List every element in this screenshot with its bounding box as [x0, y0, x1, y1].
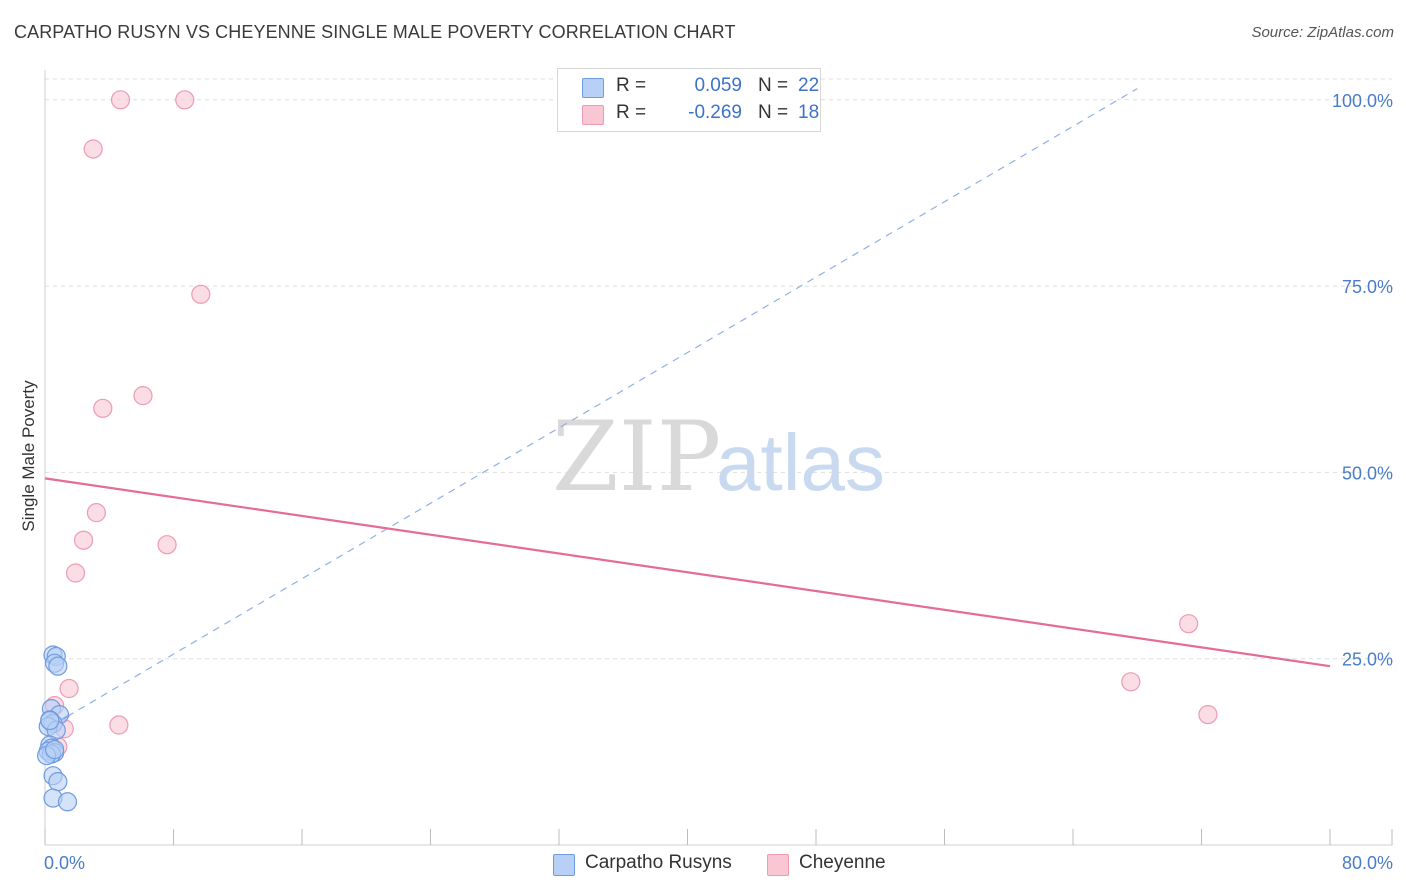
trend-line-carpatho-rusyns-dashed	[44, 88, 1138, 731]
point-cheyenne	[133, 386, 153, 406]
point-cheyenne	[175, 90, 195, 110]
x-tick-label: 80.0%	[1342, 853, 1393, 873]
point-cheyenne	[110, 90, 131, 110]
point-cheyenne	[109, 715, 129, 735]
legend-swatch-pink	[582, 105, 604, 125]
point-carpatho-rusyns	[48, 656, 68, 676]
legend-r-label: R =	[616, 75, 647, 96]
point-cheyenne	[157, 535, 177, 555]
y-tick-label: 25.0%	[1342, 650, 1393, 670]
bottom-legend-label: Carpatho Rusyns	[585, 852, 732, 873]
watermark-zip: ZIP	[552, 401, 721, 513]
legend-swatch-blue	[582, 78, 604, 98]
trend-line-cheyenne	[44, 477, 1331, 668]
point-cheyenne	[93, 398, 113, 418]
y-tick-label: 100.0%	[1332, 91, 1393, 111]
watermark-atlas: atlas	[716, 418, 885, 507]
bottom-legend-swatch-blue	[553, 854, 575, 876]
point-carpatho-rusyns	[57, 792, 78, 812]
legend-n-label: N =	[758, 75, 789, 96]
chart-title: CARPATHO RUSYN VS CHEYENNE SINGLE MALE P…	[14, 22, 736, 42]
tick-labels: 25.0% 50.0% 75.0% 100.0% 0.0% 80.0%	[44, 91, 1393, 873]
point-cheyenne	[65, 563, 86, 583]
point-cheyenne	[1121, 672, 1141, 692]
point-carpatho-rusyns	[45, 740, 65, 760]
legend-r-value: 0.059	[694, 75, 742, 96]
legend-r-label: R =	[616, 102, 647, 123]
point-cheyenne	[191, 284, 211, 304]
point-cheyenne	[83, 139, 103, 159]
y-tick-label: 75.0%	[1342, 277, 1393, 297]
point-carpatho-rusyns	[40, 710, 60, 731]
legend-n-label: N =	[758, 102, 789, 123]
legend-r-value: -0.269	[688, 102, 742, 123]
point-cheyenne	[73, 530, 94, 550]
legend-n-value: 22	[798, 75, 820, 96]
bottom-legend-label: Cheyenne	[799, 852, 886, 873]
y-axis-label: Single Male Poverty	[19, 380, 38, 532]
correlation-legend: R = 0.059 N = 22 R = -0.269 N = 18	[557, 68, 821, 132]
grid-lines	[45, 78, 1392, 660]
point-cheyenne	[86, 503, 107, 523]
x-tick-label: 0.0%	[44, 853, 85, 873]
source-label: Source: ZipAtlas.com	[1251, 24, 1394, 41]
data-points	[37, 90, 1218, 812]
point-cheyenne	[59, 678, 79, 699]
point-cheyenne	[1198, 704, 1218, 725]
point-carpatho-rusyns	[48, 772, 68, 792]
bottom-legend-swatch-pink	[767, 854, 789, 876]
point-cheyenne	[1179, 614, 1199, 634]
y-tick-label: 50.0%	[1342, 463, 1393, 483]
legend-n-value: 18	[798, 102, 820, 123]
